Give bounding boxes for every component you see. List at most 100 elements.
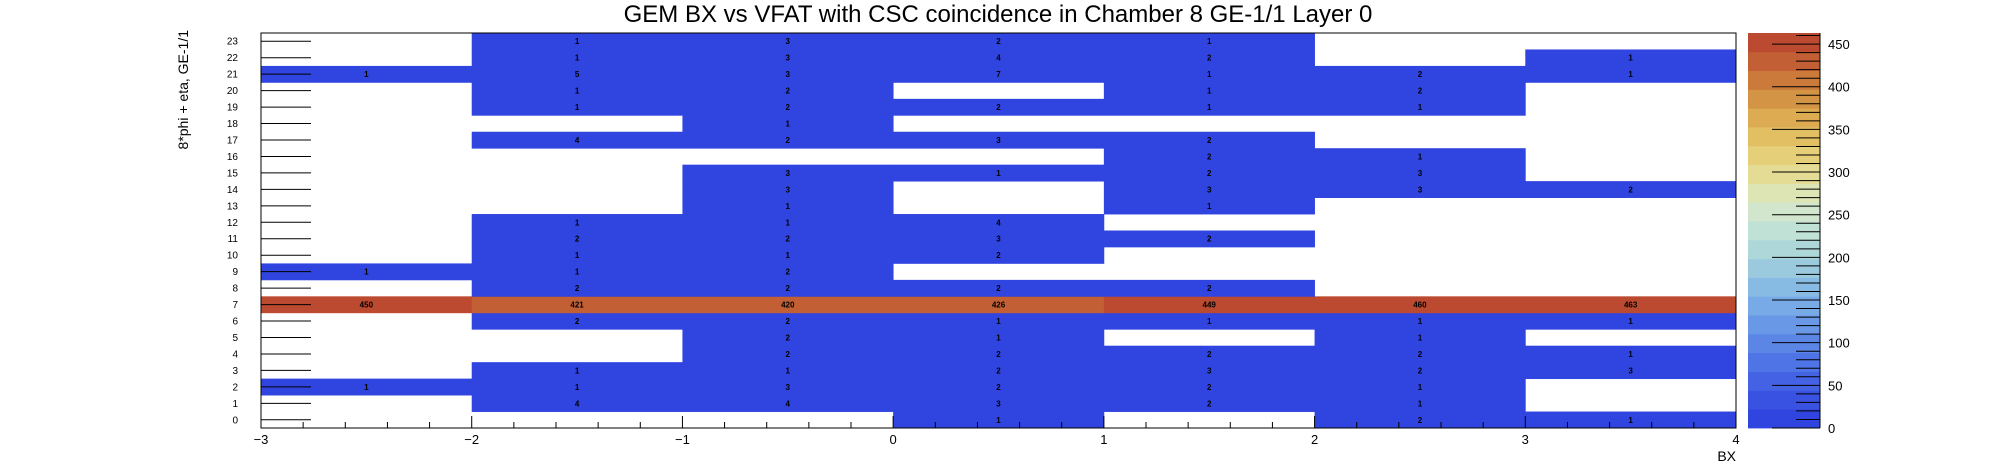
heatmap-cell bbox=[893, 33, 1105, 50]
heatmap-cell bbox=[893, 65, 1105, 83]
cell-value-label: 1 bbox=[1207, 103, 1212, 112]
heatmap-cell bbox=[893, 296, 1105, 314]
cell-value-label: 1 bbox=[1207, 70, 1212, 79]
heatmap-cell bbox=[1314, 65, 1526, 83]
heatmap-cell bbox=[261, 378, 473, 396]
heatmap-cell bbox=[471, 246, 683, 264]
cell-value-label: 1 bbox=[1207, 87, 1212, 96]
y-tick-label: 5 bbox=[232, 333, 238, 344]
cell-value-label: 1 bbox=[575, 366, 580, 375]
cell-value-label: 1 bbox=[786, 366, 791, 375]
heatmap-cell bbox=[471, 65, 683, 83]
x-tick-label: 2 bbox=[1311, 432, 1318, 447]
cell-value-label: 1 bbox=[786, 202, 791, 211]
color-scale-tick-label: 0 bbox=[1828, 421, 1835, 436]
y-tick-label: 1 bbox=[232, 399, 238, 410]
heatmap-cell bbox=[893, 312, 1105, 330]
cell-value-label: 1 bbox=[996, 333, 1001, 342]
chart-title: GEM BX vs VFAT with CSC coincidence in C… bbox=[624, 1, 1373, 28]
heatmap-cell bbox=[471, 279, 683, 297]
x-axis-label: BX bbox=[1717, 448, 1736, 464]
cell-value-label: 1 bbox=[1207, 317, 1212, 326]
color-scale-segment bbox=[1748, 371, 1820, 391]
color-scale-segment bbox=[1748, 127, 1820, 147]
heatmap-cell bbox=[1103, 65, 1315, 83]
cell-value-label: 2 bbox=[996, 251, 1001, 260]
cell-value-label: 2 bbox=[1207, 136, 1212, 145]
y-tick-label: 4 bbox=[232, 349, 238, 360]
heatmap-cell bbox=[682, 329, 894, 347]
cell-value-label: 3 bbox=[1418, 185, 1423, 194]
heatmap-cell bbox=[1314, 312, 1526, 330]
cell-value-label: 3 bbox=[996, 399, 1001, 408]
x-tick-label: −3 bbox=[254, 432, 269, 447]
heatmap-cell bbox=[1103, 312, 1315, 330]
cell-value-label: 2 bbox=[786, 284, 791, 293]
heatmap-cell bbox=[471, 230, 683, 248]
color-scale-segment bbox=[1748, 352, 1820, 372]
cell-value-label: 1 bbox=[1418, 103, 1423, 112]
cell-value-label: 463 bbox=[1624, 301, 1638, 310]
y-tick-label: 18 bbox=[227, 119, 239, 130]
cell-value-label: 1 bbox=[575, 218, 580, 227]
heatmap-cell bbox=[1103, 148, 1315, 166]
cell-value-label: 1 bbox=[996, 416, 1001, 425]
cell-value-label: 2 bbox=[1418, 350, 1423, 359]
heatmap-cell bbox=[682, 230, 894, 248]
heatmap-cell bbox=[471, 362, 683, 380]
heatmap-cell bbox=[261, 65, 473, 83]
heatmap-cell bbox=[1525, 49, 1737, 67]
cell-value-label: 1 bbox=[575, 54, 580, 63]
cell-value-label: 1 bbox=[364, 268, 369, 277]
cell-value-label: 2 bbox=[1207, 399, 1212, 408]
y-tick-label: 11 bbox=[228, 234, 239, 245]
cell-value-label: 2 bbox=[1418, 416, 1423, 425]
heatmap-cell bbox=[1525, 362, 1737, 380]
plot-frame bbox=[260, 32, 1737, 429]
heatmap-cell bbox=[1103, 378, 1315, 396]
color-scale-tick-label: 200 bbox=[1828, 250, 1850, 265]
heatmap-cell bbox=[1314, 82, 1526, 100]
cell-value-label: 4 bbox=[996, 218, 1001, 227]
x-axis: −3 −2 −1 0 1 2 3 4 bbox=[254, 416, 1740, 447]
heatmap-cell bbox=[682, 312, 894, 330]
cell-value-label: 2 bbox=[996, 103, 1001, 112]
heatmap-cell bbox=[893, 329, 1105, 347]
x-tick-label: 0 bbox=[890, 432, 897, 447]
heatmap-cell bbox=[893, 362, 1105, 380]
heatmap-cell bbox=[682, 362, 894, 380]
color-scale-tick-label: 450 bbox=[1828, 37, 1850, 52]
heatmap-cell bbox=[471, 312, 683, 330]
color-scale-segment bbox=[1748, 409, 1820, 429]
heatmap-cells bbox=[261, 33, 1737, 429]
heatmap-cell bbox=[471, 82, 683, 100]
cell-value-label: 2 bbox=[1207, 54, 1212, 63]
cell-value-label: 4 bbox=[786, 399, 791, 408]
y-tick-label: 16 bbox=[227, 152, 239, 163]
cell-value-label: 3 bbox=[786, 383, 791, 392]
heatmap-cell bbox=[471, 296, 683, 314]
x-tick-label: −1 bbox=[675, 432, 690, 447]
color-scale-tick-label: 300 bbox=[1828, 165, 1850, 180]
cell-value-label: 1 bbox=[575, 37, 580, 46]
cell-value-label: 2 bbox=[1207, 235, 1212, 244]
heatmap-cell bbox=[1103, 345, 1315, 363]
color-scale-tick-label: 50 bbox=[1828, 378, 1842, 393]
y-tick-label: 8 bbox=[232, 284, 238, 295]
y-tick-label: 7 bbox=[232, 300, 238, 311]
cell-value-label: 2 bbox=[575, 235, 580, 244]
heatmap-cell bbox=[893, 230, 1105, 248]
cell-value-label: 1 bbox=[364, 70, 369, 79]
y-tick-label: 19 bbox=[227, 103, 239, 114]
cell-value-label: 1 bbox=[1207, 202, 1212, 211]
x-tick-label: 4 bbox=[1732, 432, 1739, 447]
cell-value-label: 2 bbox=[996, 383, 1001, 392]
color-scale-segment bbox=[1748, 164, 1820, 184]
heatmap-cell bbox=[471, 33, 683, 50]
cell-value-label: 4 bbox=[575, 136, 580, 145]
heatmap-cell bbox=[1103, 131, 1315, 149]
heatmap-cell bbox=[1103, 164, 1315, 182]
heatmap-cell bbox=[1103, 230, 1315, 248]
